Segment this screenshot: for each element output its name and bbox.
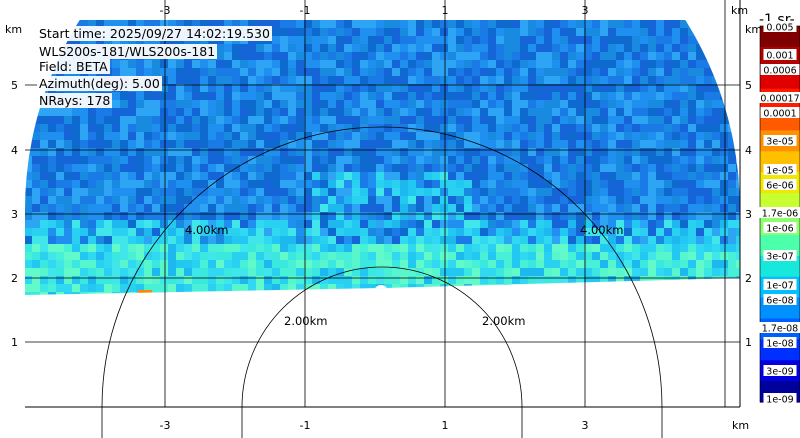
colorbar-label: 1e-08: [763, 337, 797, 350]
colorbar-label-text: 0.00017: [760, 94, 799, 105]
colorbar-label-text: 3e-09: [766, 367, 793, 378]
field-label: Field: BETA: [37, 59, 110, 74]
y-unit-label-left: km: [5, 23, 22, 36]
colorbar-label: 0.0001: [760, 107, 800, 120]
y-tick-label-left: 4: [11, 144, 18, 157]
colorbar-label-text: 1e-09: [766, 395, 793, 406]
colorbar-label-text: 1e-06: [766, 224, 793, 235]
y-unit-label-right: km: [745, 23, 762, 36]
y-tick-label-left: 3: [11, 208, 18, 221]
y-tick-label-right: 1: [745, 336, 752, 349]
range-ring-label: 4.00km: [185, 223, 228, 237]
colorbar-label-text: 1.7e-08: [762, 324, 798, 335]
colorbar-label: 0.0006: [760, 64, 800, 77]
range-ring-label: 4.00km: [580, 223, 623, 237]
y-tick-label-left: 1: [11, 336, 18, 349]
colorbar-label: 6e-08: [763, 294, 797, 307]
colorbar-label-text: 1e-05: [766, 166, 793, 177]
x-tick-label-bottom: -1: [300, 419, 311, 432]
x-tick-label-bottom: 3: [582, 419, 589, 432]
colorbar-label-text: 6e-06: [766, 181, 793, 192]
colorbar-label-text: 0.0006: [763, 66, 796, 77]
colorbar-label: 3e-07: [763, 250, 797, 263]
x-tick-label-bottom: -3: [160, 419, 171, 432]
colorbar-label-text: 6e-08: [766, 296, 793, 307]
x-tick-label-bottom: 1: [442, 419, 449, 432]
colorbar-top-label: 0.005: [763, 21, 797, 34]
colorbar-label-text: 3e-07: [766, 252, 793, 263]
grid-lines: [25, 0, 740, 407]
range-ring-label: 2.00km: [284, 314, 327, 328]
axes: -3 -3 -1 -1 1 1 3 3 5 5 4 4 3 3 2 2 1 1 km km km km: [5, 0, 762, 432]
azimuth-label: Azimuth(deg): 5.00: [37, 76, 162, 91]
y-tick-label-left: 2: [11, 272, 18, 285]
y-tick-label-right: 5: [745, 79, 752, 92]
x-unit-label-bottom: km: [732, 419, 749, 432]
colorbar-label: 0.001: [763, 49, 797, 62]
colorbar-label: 1e-09: [763, 393, 797, 406]
nrays-label: NRays: 178: [37, 93, 113, 108]
colorbar-swatch: [760, 255, 800, 278]
x-unit-label-top: km: [731, 4, 748, 17]
colorbar-label-text: 0.001: [766, 51, 793, 62]
y-tick-label-right: 3: [745, 208, 752, 221]
colorbar: -1 sr-0.0050.0010.00060.000170.00013e-05…: [757, 12, 800, 406]
colorbar-label-text: 1e-07: [766, 281, 793, 292]
colorbar-label-text: 1e-08: [766, 339, 793, 350]
start-time-label: Start time: 2025/09/27 14:02:19.530: [37, 26, 272, 41]
x-tick-label-top: 1: [442, 4, 449, 17]
colorbar-label: 0.00017: [757, 92, 800, 105]
x-tick-label-top: -1: [300, 4, 311, 17]
colorbar-label: 1e-06: [763, 222, 797, 235]
range-rings: 4.00km 4.00km 2.00km 2.00km: [101, 126, 663, 438]
colorbar-label: 3e-09: [763, 365, 797, 378]
colorbar-label: 6e-06: [763, 179, 797, 192]
colorbar-label: 1.7e-06: [757, 207, 800, 220]
colorbar-label-text: 3e-05: [766, 137, 793, 148]
beta-heatmap: [25, 20, 740, 295]
colorbar-label-text: 1.7e-06: [762, 209, 798, 220]
instrument-label: WLS200s-181/WLS200s-181: [37, 44, 218, 59]
y-tick-label-left: 5: [11, 79, 18, 92]
y-tick-label-right: 4: [745, 144, 752, 157]
colorbar-label-text: 0.0001: [763, 109, 796, 120]
colorbar-top-label-text: 0.005: [766, 23, 793, 34]
colorbar-label: 1e-05: [763, 164, 797, 177]
x-tick-label-top: -3: [160, 4, 171, 17]
colorbar-label: 1.7e-08: [757, 322, 800, 335]
colorbar-label: 1e-07: [763, 279, 797, 292]
x-tick-label-top: 3: [582, 4, 589, 17]
colorbar-label: 3e-05: [763, 135, 797, 148]
y-tick-label-right: 2: [745, 272, 752, 285]
range-ring-label: 2.00km: [482, 314, 525, 328]
